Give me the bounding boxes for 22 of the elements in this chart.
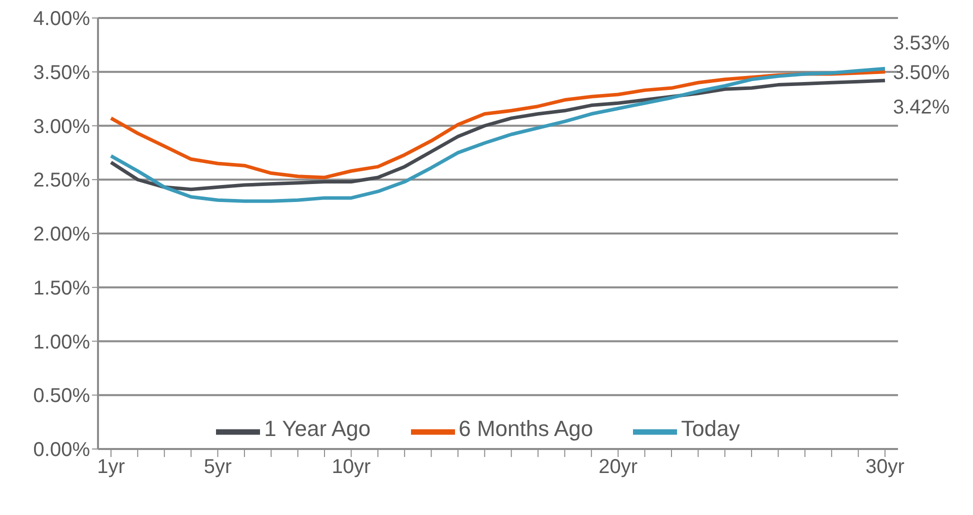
y-tick-label: 3.00% <box>33 116 90 138</box>
y-tick-label: 2.00% <box>33 224 90 246</box>
y-tick-label: 0.00% <box>33 439 90 462</box>
y-tick-label: 4.00% <box>33 8 90 30</box>
line-series <box>109 66 887 203</box>
x-tick-label: 1yr <box>97 456 126 478</box>
y-tick-label: 0.50% <box>33 385 90 408</box>
y-tick-label: 1.00% <box>33 331 90 354</box>
x-tick-label: 20yr <box>598 456 638 478</box>
legend-label: 6 Months Ago <box>458 416 594 442</box>
y-tick-label: 2.50% <box>33 170 90 192</box>
legend-label: 1 Year Ago <box>264 416 371 442</box>
data-label: 3.42% <box>893 96 950 118</box>
line-series <box>109 78 887 192</box>
data-label: 3.53% <box>893 32 950 55</box>
y-tick-label: 1.50% <box>33 277 90 300</box>
y-tick-label: 3.50% <box>33 62 90 84</box>
data-label: 3.50% <box>893 62 950 84</box>
x-tick-label: 5yr <box>204 456 232 478</box>
x-tick-label: 30yr <box>866 456 905 478</box>
legend-label: Today <box>681 416 740 442</box>
x-tick-label: 10yr <box>332 456 371 478</box>
